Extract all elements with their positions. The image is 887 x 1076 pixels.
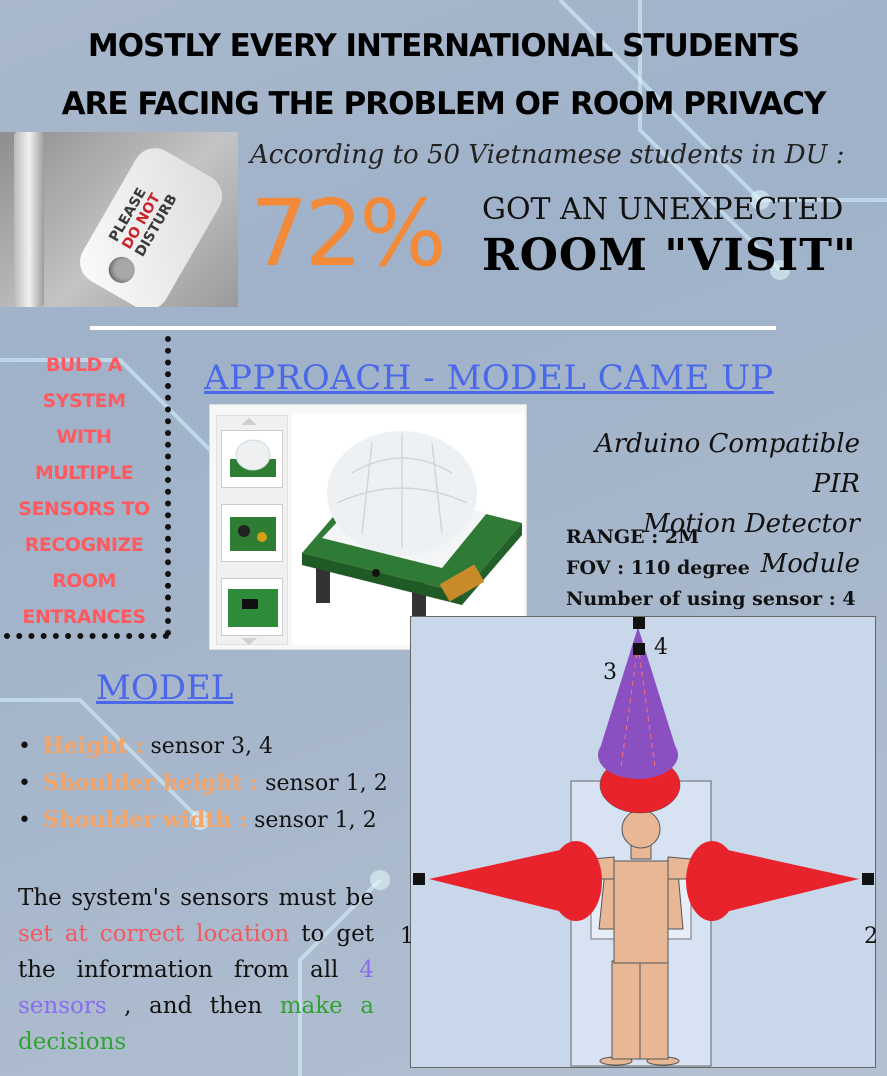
thumbnail-1[interactable] [221,430,283,488]
sensor-label-1: 1 [400,924,414,949]
stat-line-1: GOT AN UNEXPECTED [482,192,844,227]
thumbnail-2[interactable] [221,504,283,562]
dotted-divider-horizontal [4,633,169,639]
stat-percent: 72% [250,180,446,287]
sensor-3-node [633,617,645,629]
goal-line: BULD A [45,354,123,376]
pir-sensor-image [302,431,522,633]
spec-sensor-count: Number of using sensor : 4 [566,588,856,610]
cone-sensor-3 [598,627,678,755]
spec-range: RANGE : 2M [566,526,700,548]
divider-line [90,326,776,330]
list-item: Shoulder height : sensor 1, 2 [18,765,388,802]
according-text: According to 50 Vietnamese students in D… [250,140,845,170]
model-explanation: The system's sensors must be set at corr… [18,885,374,1055]
hanger-hole [103,252,140,288]
dotted-divider-vertical [165,336,171,636]
cone-sensor-3-cap [598,731,678,779]
goal-line: MULTIPLE [34,462,134,484]
headline-line-2: ARE FACING THE PROBLEM OF ROOM PRIVACY [61,86,827,122]
headline-line-1: MOSTLY EVERY INTERNATIONAL STUDENTS [87,28,800,64]
goal-line: WITH [56,426,112,448]
right-leg [639,960,669,1060]
cone-sensor-1-cap [550,841,602,921]
door-handle [14,132,44,307]
door-hanger-sign: PLEASE DO NOT DISTURB [72,140,231,307]
cone-sensor-2 [705,845,859,917]
left-leg [611,960,641,1060]
sensor-label-2: 2 [864,924,878,949]
list-item: Shoulder width : sensor 1, 2 [18,802,388,839]
model-bullet-list: Height : sensor 3, 4 Shoulder height : s… [18,728,388,839]
goal-line: SENSORS TO [18,498,150,520]
chevron-down-icon[interactable] [241,638,257,645]
main-product-image: ⊕ [292,413,524,645]
torso [613,860,669,964]
sensor-1-node [413,873,425,885]
goal-line: SYSTEM [42,390,126,412]
goal-line: ROOM [52,570,116,592]
cone-sensor-1 [429,845,583,917]
stat-line-2: ROOM "VISIT" [482,230,857,281]
goal-line: ENTRANCES [22,606,146,628]
product-gallery: ⊕ [209,404,527,650]
sensor-2-node [862,873,874,885]
sensor-label-4: 4 [654,635,668,660]
sensor-4-range [620,644,656,768]
thumbnail-3[interactable] [221,578,283,636]
module-title: Arduino Compatible PIR Motion Detector M… [540,424,860,584]
approach-title: APPROACH - MODEL CAME UP [204,358,774,398]
list-item: Height : sensor 3, 4 [18,728,388,765]
model-title: MODEL [96,668,234,708]
thumbnail-strip [216,415,288,645]
head [621,809,661,849]
module-title-line-2: Motion Detector Module [643,509,860,579]
module-title-line-1: Arduino Compatible PIR [594,429,860,499]
goal-line: RECOGNIZE [24,534,144,556]
do-not-disturb-photo: PLEASE DO NOT DISTURB [0,132,238,307]
goal-text: BULD A SYSTEM WITH MULTIPLE SENSORS TO R… [6,347,162,635]
spec-fov: FOV : 110 degree [566,557,750,579]
sensor-label-3: 3 [603,660,617,685]
sensor-diagram [410,616,876,1068]
cone-sensor-2-cap [686,841,738,921]
chevron-up-icon[interactable] [241,418,257,425]
sensor-4-node [633,643,645,655]
